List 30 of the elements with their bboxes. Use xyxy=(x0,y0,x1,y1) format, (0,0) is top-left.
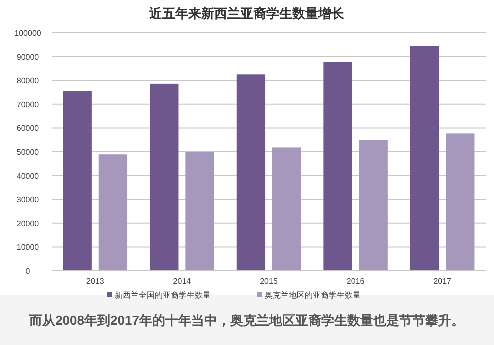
y-tick-label: 80000 xyxy=(16,76,40,86)
x-tick-label: 2017 xyxy=(434,277,452,286)
bar xyxy=(446,134,475,271)
chart-title: 近五年来新西兰亚裔学生数量增长 xyxy=(148,6,346,21)
y-tick-label: 20000 xyxy=(16,219,40,228)
y-tick-label: 40000 xyxy=(16,172,40,181)
y-tick-label: 10000 xyxy=(16,243,40,252)
bar xyxy=(186,152,214,271)
y-tick-label: 50000 xyxy=(16,148,40,157)
legend-label: 奥克兰地区的亚裔学生数量 xyxy=(265,291,361,300)
x-tick-label: 2016 xyxy=(346,277,366,286)
bar xyxy=(98,154,128,271)
legend-label: 新西兰全国的亚裔学生数量 xyxy=(115,291,211,300)
y-tick-label: 0 xyxy=(26,267,31,276)
bar xyxy=(272,148,302,271)
bar xyxy=(236,74,266,271)
y-tick-label: 30000 xyxy=(16,196,40,205)
bar xyxy=(359,140,388,271)
bar xyxy=(150,84,179,271)
y-tick-label: 100000 xyxy=(14,29,42,38)
bar xyxy=(410,46,440,271)
x-tick-label: 2015 xyxy=(260,277,278,286)
bar xyxy=(324,62,352,271)
text: 而从2008年到2017年的十年当中，奥克兰地区亚裔学生数量也是节节攀升。 xyxy=(28,313,464,328)
y-tick-label: 60000 xyxy=(16,124,40,134)
y-tick-label: 90000 xyxy=(16,52,40,62)
x-tick-label: 2014 xyxy=(173,277,192,286)
x-tick-label: 2013 xyxy=(86,277,105,286)
y-tick-label: 70000 xyxy=(16,100,40,110)
bar xyxy=(63,91,92,271)
